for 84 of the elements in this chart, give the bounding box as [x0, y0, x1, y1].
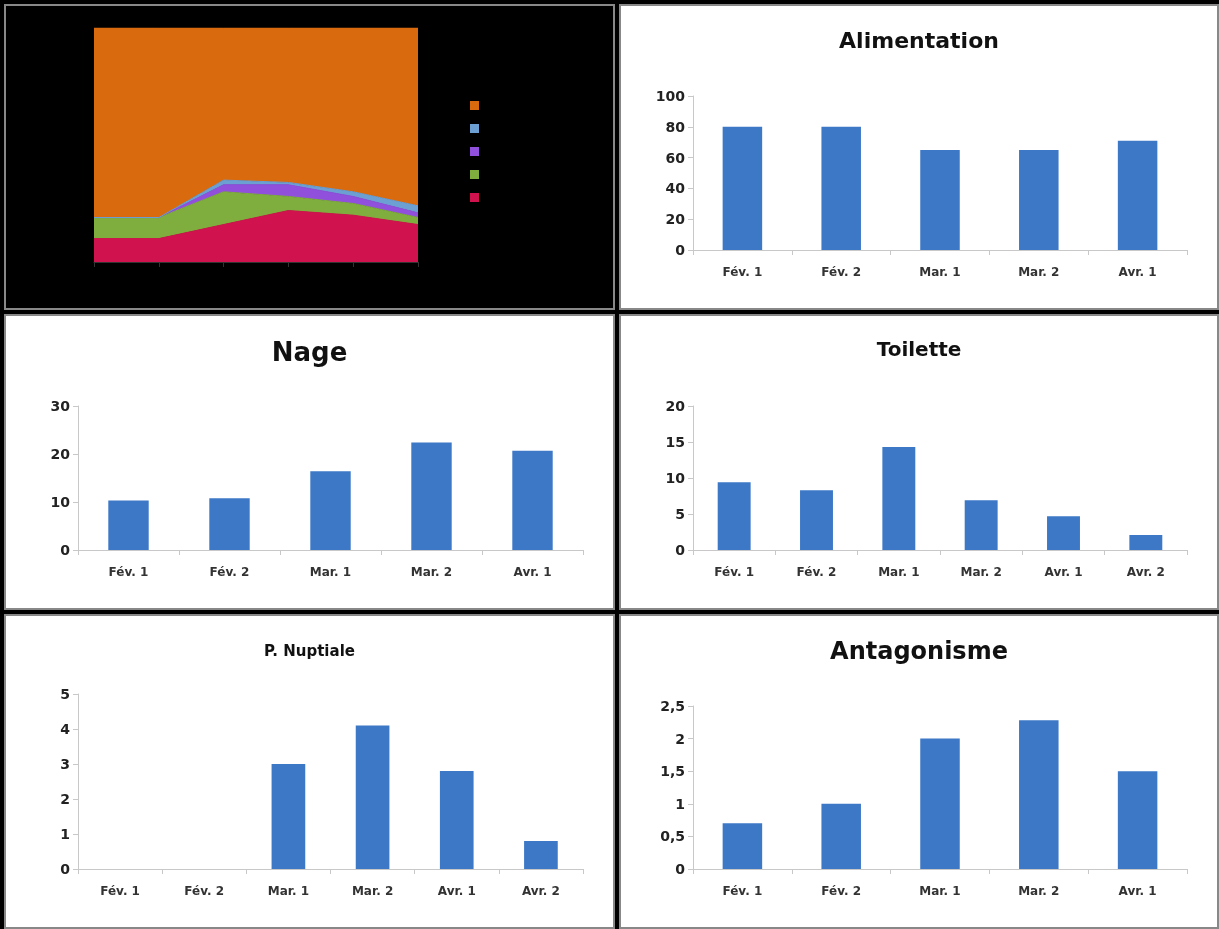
y-tick-label: 40: [665, 180, 686, 197]
x-tick-label: Avr. 2: [1126, 565, 1165, 579]
x-tick-label: Mar. 1: [878, 565, 920, 579]
x-tick-label: Fév. 1: [100, 884, 140, 898]
bar: [882, 447, 916, 550]
bar: [1129, 534, 1163, 550]
x-tick-label: Fév. 2: [184, 884, 225, 898]
x-tick-label: Mar. 1: [919, 265, 961, 279]
y-tick-label: 1: [60, 826, 70, 842]
y-tick-label: 10: [665, 470, 686, 486]
bar: [821, 126, 861, 250]
x-tick-label: Mar. 2: [351, 884, 394, 898]
x-tick-label: Fév. 1: [722, 884, 763, 898]
x-tick-label: Fév. 2: [821, 884, 862, 898]
y-tick-label: 10: [50, 494, 71, 510]
chart-title: Alimentation: [839, 27, 999, 53]
x-tick-label: Mar. 1: [309, 565, 352, 579]
x-tick-label: Fév. 1: [714, 565, 755, 579]
x-tick-label: Mar. 1: [919, 884, 961, 898]
y-tick-label: 1: [675, 795, 685, 812]
bar: [108, 500, 149, 550]
bar: [1019, 149, 1059, 250]
y-tick-label: 2: [675, 730, 685, 747]
chart-title: Nage: [271, 337, 348, 367]
bar: [717, 482, 751, 550]
y-tick-label: 30: [50, 398, 71, 414]
x-tick-label: Avr. 1: [1118, 884, 1157, 898]
bar: [524, 841, 558, 869]
x-tick-label: Avr. 1: [513, 565, 552, 579]
bar: [1117, 140, 1158, 250]
y-tick-label: 4: [60, 721, 71, 737]
x-tick-label: Mar. 2: [1018, 265, 1060, 279]
y-tick-label: 80: [665, 118, 686, 135]
y-tick-label: 100: [655, 88, 686, 104]
bar: [722, 126, 763, 250]
x-tick-label: Avr. 2: [521, 884, 560, 898]
y-tick-label: 1,5: [660, 763, 685, 780]
bar: [1047, 516, 1080, 550]
bar: [1019, 720, 1059, 869]
bar: [439, 771, 474, 869]
x-tick-label: Fév. 1: [108, 565, 149, 579]
y-tick-label: 0: [675, 542, 686, 558]
bar: [209, 498, 250, 550]
bar: [271, 764, 306, 869]
bar: [1117, 771, 1158, 869]
x-tick-label: Fév. 2: [796, 565, 837, 579]
bar: [964, 500, 998, 550]
y-tick-label: 3: [60, 756, 70, 772]
y-tick-label: 60: [665, 149, 686, 166]
y-tick-label: 0: [60, 542, 71, 558]
x-tick-label: Mar. 2: [1018, 884, 1060, 898]
y-tick-label: 15: [665, 434, 685, 450]
y-tick-label: 2,5: [660, 698, 685, 714]
x-tick-label: Fév. 2: [209, 565, 250, 579]
x-tick-label: Mar. 1: [267, 884, 310, 898]
x-tick-label: Mar. 2: [960, 565, 1002, 579]
bar: [800, 490, 833, 550]
x-tick-label: Avr. 1: [437, 884, 476, 898]
bar: [355, 725, 390, 869]
y-tick-label: 0: [675, 861, 686, 877]
chart-title: P. Nuptiale: [264, 641, 355, 660]
y-tick-label: 5: [60, 686, 70, 702]
y-tick-label: 0,5: [660, 828, 685, 845]
bar: [821, 803, 861, 869]
bar: [722, 823, 763, 869]
bar: [310, 471, 351, 550]
x-tick-label: Fév. 1: [722, 265, 763, 279]
y-tick-label: 20: [665, 211, 686, 228]
y-tick-label: 0: [675, 242, 686, 258]
chart-title: Toilette: [876, 337, 962, 361]
bar: [411, 442, 452, 550]
y-tick-label: 20: [50, 446, 71, 462]
y-tick-label: 5: [675, 506, 685, 522]
x-tick-label: Fév. 2: [821, 265, 862, 279]
y-tick-label: 20: [665, 398, 686, 414]
chart-title: Antagonisme: [830, 637, 1008, 665]
y-tick-label: 0: [60, 861, 71, 877]
x-tick-label: Avr. 1: [1044, 565, 1083, 579]
bar: [920, 149, 960, 250]
bar: [920, 738, 960, 869]
x-tick-label: Avr. 1: [1118, 265, 1157, 279]
y-tick-label: 2: [60, 791, 70, 807]
x-tick-label: Mar. 2: [410, 565, 453, 579]
bar: [512, 450, 553, 550]
